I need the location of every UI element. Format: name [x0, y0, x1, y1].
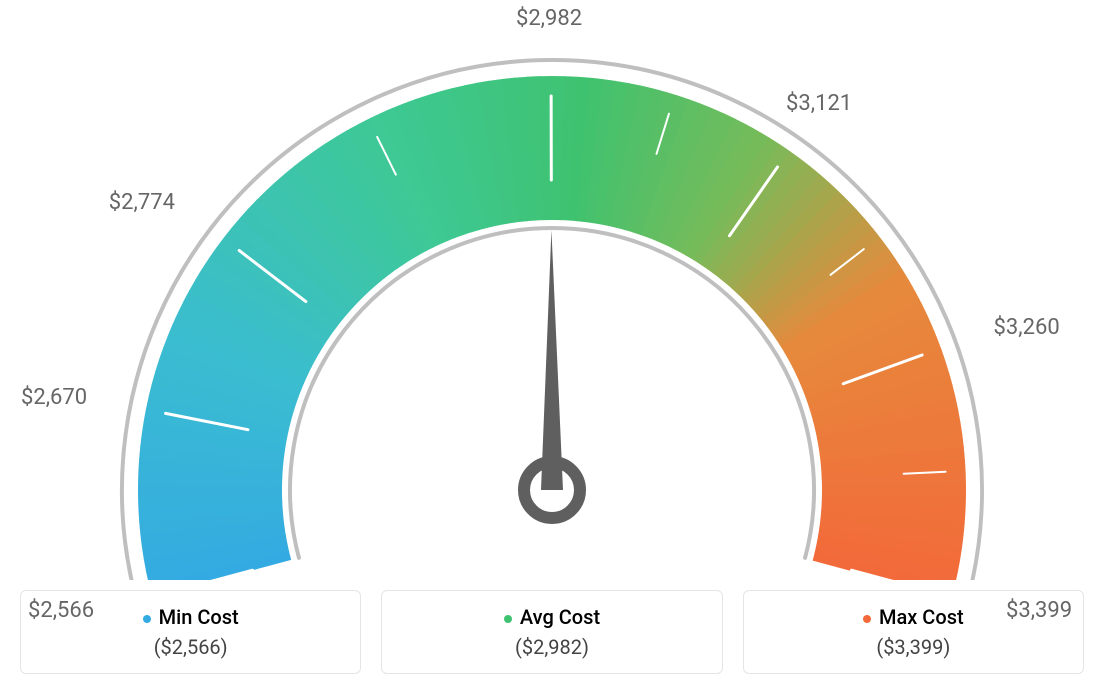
- gauge-tick-label: $2,566: [28, 598, 94, 623]
- gauge-tick-label: $2,982: [516, 6, 582, 31]
- gauge-tick-label: $2,774: [109, 190, 175, 215]
- legend-min-dot: [143, 615, 151, 623]
- chart-wrapper: $2,566$2,670$2,774$2,982$3,121$3,260$3,3…: [20, 20, 1084, 674]
- gauge-tick-label: $2,670: [21, 385, 87, 410]
- legend-max-dot: [863, 615, 871, 623]
- legend-max-value: ($3,399): [744, 635, 1083, 659]
- gauge-chart: $2,566$2,670$2,774$2,982$3,121$3,260$3,3…: [20, 20, 1084, 580]
- legend-max-title-text: Max Cost: [879, 605, 964, 629]
- legend-min-title-text: Min Cost: [159, 605, 239, 629]
- legend-min-value: ($2,566): [21, 635, 360, 659]
- gauge-tick-label: $3,399: [1006, 598, 1072, 623]
- gauge-tick-label: $3,260: [994, 315, 1060, 340]
- legend-avg-dot: [504, 615, 512, 623]
- legend-avg-title: Avg Cost: [382, 605, 721, 629]
- legend-avg-value: ($2,982): [382, 635, 721, 659]
- legend-avg-card: Avg Cost ($2,982): [381, 590, 722, 674]
- legend-row: Min Cost ($2,566) Avg Cost ($2,982) Max …: [20, 590, 1084, 674]
- gauge-svg: [20, 20, 1084, 580]
- gauge-tick-label: $3,121: [786, 91, 852, 116]
- legend-avg-title-text: Avg Cost: [520, 605, 600, 629]
